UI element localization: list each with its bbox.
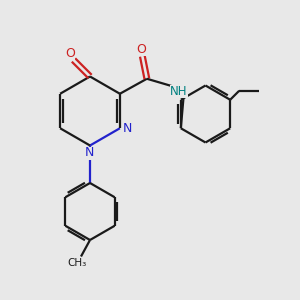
- Text: NH: NH: [170, 85, 188, 98]
- Text: CH₃: CH₃: [67, 258, 86, 268]
- Text: O: O: [65, 47, 75, 60]
- Text: O: O: [136, 43, 146, 56]
- Text: N: N: [85, 146, 94, 160]
- Text: N: N: [123, 122, 132, 135]
